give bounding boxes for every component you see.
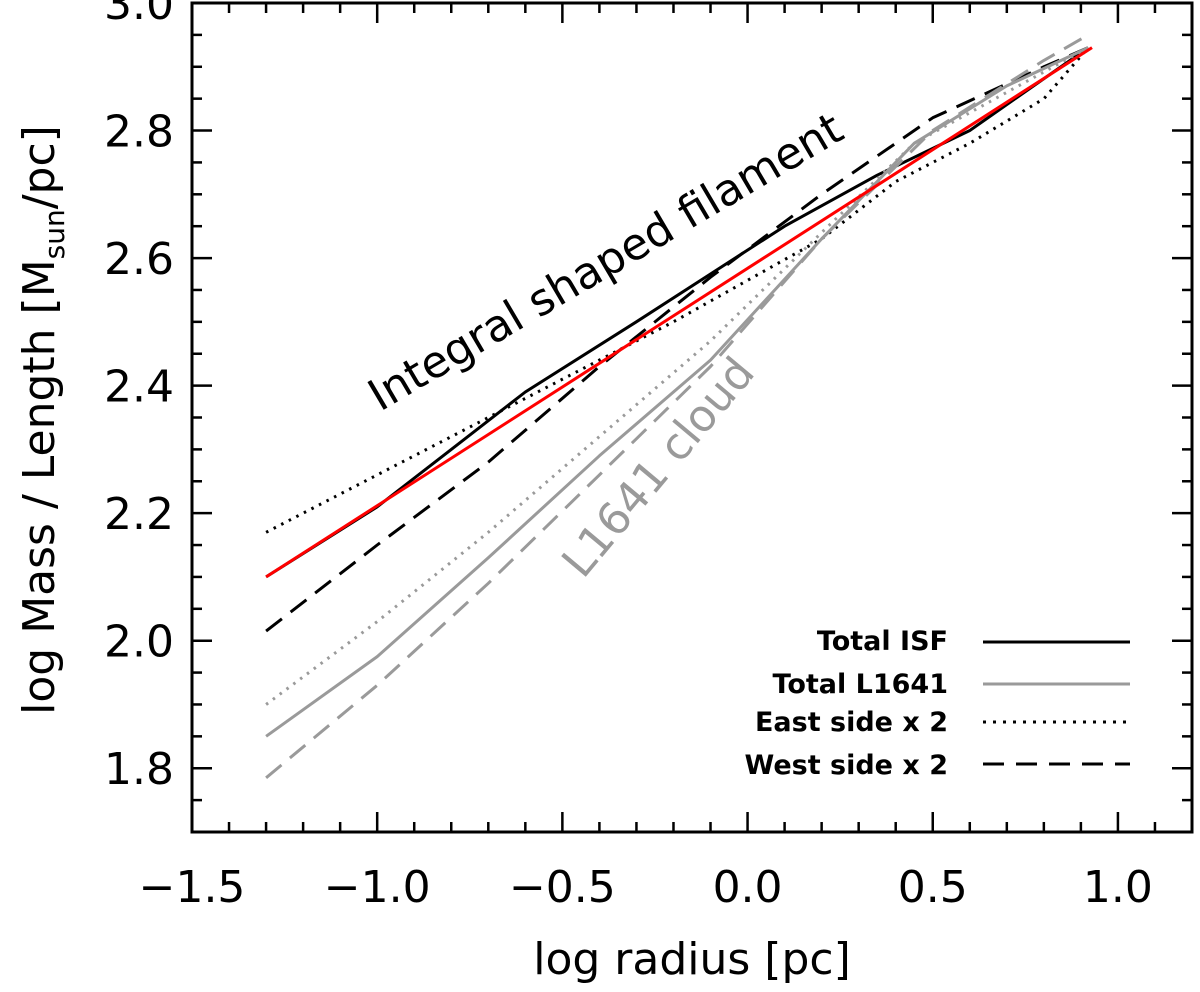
y-axis-title-prefix: log Mass / Length [M <box>14 259 65 715</box>
annotation-l1641: L1641 cloud <box>552 348 764 587</box>
y-tick-label: 2.0 <box>104 617 174 668</box>
x-tick-label: −1.0 <box>324 862 431 913</box>
x-tick-label: −1.5 <box>139 862 246 913</box>
legend-label: East side x 2 <box>755 707 948 738</box>
legend-label: Total ISF <box>817 626 948 657</box>
y-tick-label: 3.0 <box>104 0 174 30</box>
axis-ticks <box>190 1 1194 834</box>
y-tick-label: 1.8 <box>104 744 174 795</box>
y-tick-label: 2.8 <box>104 107 174 158</box>
series-line-isf-west-side-x-2 <box>265 46 1089 633</box>
legend-swatches <box>983 640 1130 766</box>
legend-label: Total L1641 <box>772 669 948 700</box>
series-line-isf-east-side-x-2 <box>265 46 1090 534</box>
x-tick-label: 1.0 <box>1083 862 1153 913</box>
y-axis-title-subscript: sun <box>38 209 71 259</box>
y-tick-labels: 1.8 2.0 2.2 2.4 2.6 2.8 3.0 <box>104 0 174 795</box>
series-line-total-isf <box>265 46 1090 579</box>
x-tick-label: 0.5 <box>898 862 968 913</box>
x-axis-title: log radius [pc] <box>533 934 851 985</box>
series-layer <box>265 33 1093 779</box>
x-tick-labels: −1.5 −1.0 −0.5 0.0 0.5 1.0 <box>139 862 1153 913</box>
y-tick-label: 2.6 <box>104 234 174 285</box>
y-tick-label: 2.4 <box>104 362 174 413</box>
y-axis-title: log Mass / Length [Msun/pc] <box>14 125 71 715</box>
series-line-l1641-west-side-x-2 <box>265 33 1090 779</box>
series-line-power-law-fit <box>265 46 1093 579</box>
x-tick-label: −0.5 <box>509 862 616 913</box>
series-line-l1641-east-side-x-2 <box>265 46 1090 706</box>
legend-label: West side x 2 <box>745 750 948 781</box>
x-tick-label: 0.0 <box>713 862 783 913</box>
series-line-total-l1641 <box>265 46 1089 738</box>
y-axis-title-suffix: /pc] <box>14 125 65 209</box>
y-tick-label: 2.2 <box>104 489 174 540</box>
legend: Total ISF Total L1641 East side x 2 West… <box>745 626 1130 781</box>
